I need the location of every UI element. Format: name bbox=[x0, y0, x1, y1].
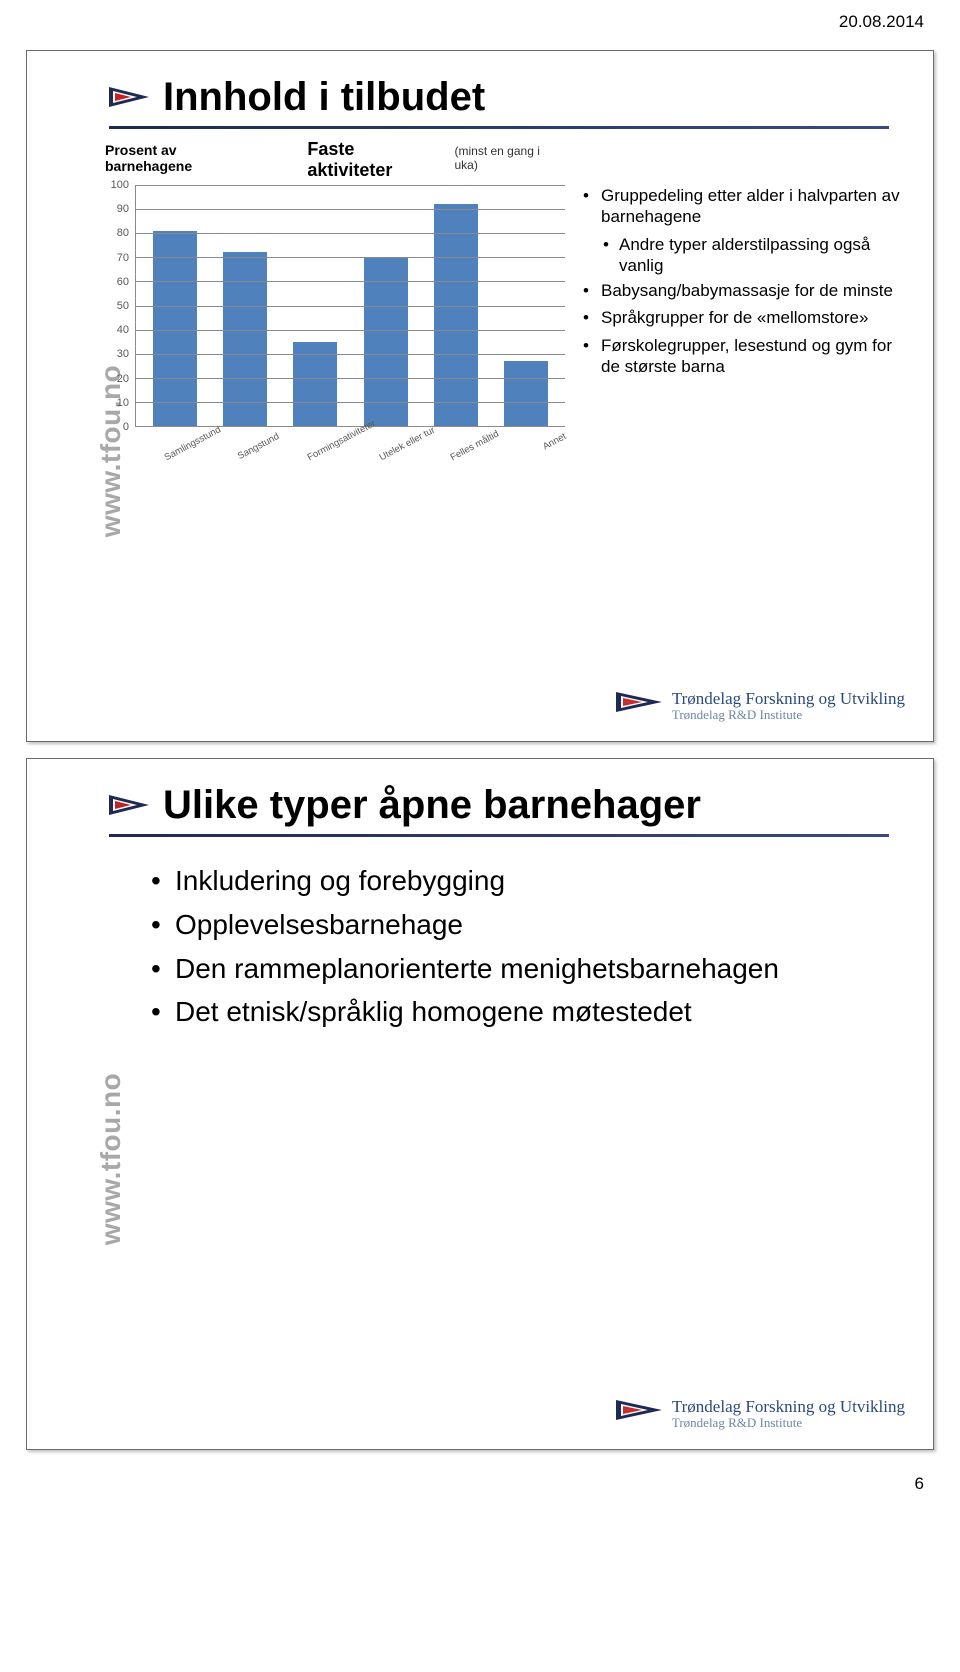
side-url: www.tfou.no bbox=[95, 1073, 127, 1245]
slide1-title: Innhold i tilbudet bbox=[163, 75, 485, 120]
chart-y-axis-label: Prosent av barnehagene bbox=[105, 142, 265, 174]
x-label: Utelek eller tur bbox=[377, 431, 444, 499]
slide-2: www.tfou.no Ulike typer åpne barnehager … bbox=[26, 758, 934, 1450]
x-axis-labels: SamlingsstundSangstundFormingsativiteter… bbox=[135, 425, 565, 477]
bullet-item: Språkgrupper for de «mellomstore» bbox=[583, 307, 905, 328]
x-label: Annet bbox=[521, 431, 588, 499]
slide2-title-row: Ulike typer åpne barnehager bbox=[109, 783, 905, 828]
title-rule bbox=[109, 834, 889, 837]
chart-bar bbox=[223, 252, 267, 426]
slide2-title: Ulike typer åpne barnehager bbox=[163, 783, 701, 828]
y-tick: 10 bbox=[117, 397, 129, 409]
y-tick: 20 bbox=[117, 373, 129, 385]
bullet-item: Opplevelsesbarnehage bbox=[151, 907, 905, 943]
footer-line2: Trøndelag R&D Institute bbox=[672, 1416, 905, 1430]
footer-triangle-icon bbox=[616, 688, 664, 723]
chart-bar bbox=[504, 361, 548, 426]
x-label: Formingsativiteter bbox=[306, 431, 373, 499]
x-label: Samlingsstund bbox=[162, 431, 229, 499]
y-tick: 0 bbox=[123, 421, 129, 433]
y-tick: 90 bbox=[117, 203, 129, 215]
y-tick: 80 bbox=[117, 227, 129, 239]
triangle-icon bbox=[109, 792, 151, 820]
title-rule bbox=[109, 126, 889, 129]
x-label: Sangstund bbox=[234, 431, 301, 499]
y-tick: 100 bbox=[111, 179, 129, 191]
slide1-bullets: Gruppedeling etter alder i halvparten av… bbox=[583, 139, 905, 475]
y-tick: 40 bbox=[117, 324, 129, 336]
y-axis: 0102030405060708090100 bbox=[105, 185, 131, 427]
bullet-item: Babysang/babymassasje for de minste bbox=[583, 280, 905, 301]
page-number: 6 bbox=[0, 1466, 960, 1514]
chart-title: Faste aktiviteter bbox=[307, 139, 442, 181]
y-tick: 30 bbox=[117, 348, 129, 360]
footer-line2: Trøndelag R&D Institute bbox=[672, 708, 905, 722]
slide-1: www.tfou.no Innhold i tilbudet Prosent a… bbox=[26, 50, 934, 742]
y-tick: 60 bbox=[117, 276, 129, 288]
chart-container: Prosent av barnehagene Faste aktiviteter… bbox=[105, 139, 565, 475]
bullet-item: Inkludering og forebygging bbox=[151, 863, 905, 899]
chart-bar bbox=[153, 231, 197, 426]
chart-subtitle: (minst en gang i uka) bbox=[455, 144, 566, 172]
triangle-icon bbox=[109, 84, 151, 112]
bullet-item: Førskolegrupper, lesestund og gym for de… bbox=[583, 335, 905, 378]
footer-line1: Trøndelag Forskning og Utvikling bbox=[672, 690, 905, 708]
bullet-item: Gruppedeling etter alder i halvparten av… bbox=[583, 185, 905, 228]
footer-line1: Trøndelag Forskning og Utvikling bbox=[672, 1398, 905, 1416]
x-label: Felles måltid bbox=[449, 431, 516, 499]
chart-plot bbox=[135, 185, 565, 427]
chart-area: 0102030405060708090100 SamlingsstundSang… bbox=[105, 185, 565, 475]
footer-logo: Trøndelag Forskning og Utvikling Trøndel… bbox=[616, 688, 905, 723]
page-date: 20.08.2014 bbox=[0, 0, 960, 40]
bullet-item: Det etnisk/språklig homogene møtestedet bbox=[151, 994, 905, 1030]
footer-triangle-icon bbox=[616, 1396, 664, 1431]
y-tick: 70 bbox=[117, 252, 129, 264]
slide1-title-row: Innhold i tilbudet bbox=[109, 75, 905, 120]
slide2-bullets: Inkludering og forebygging Opplevelsesbar… bbox=[151, 863, 905, 1030]
chart-bar bbox=[434, 204, 478, 426]
bullet-item: Den rammeplanorienterte menighetsbarneha… bbox=[151, 951, 905, 987]
footer-logo: Trøndelag Forskning og Utvikling Trøndel… bbox=[616, 1396, 905, 1431]
bullet-item: Andre typer alderstilpassing også vanlig bbox=[583, 234, 905, 277]
chart-bar bbox=[364, 257, 408, 426]
y-tick: 50 bbox=[117, 300, 129, 312]
